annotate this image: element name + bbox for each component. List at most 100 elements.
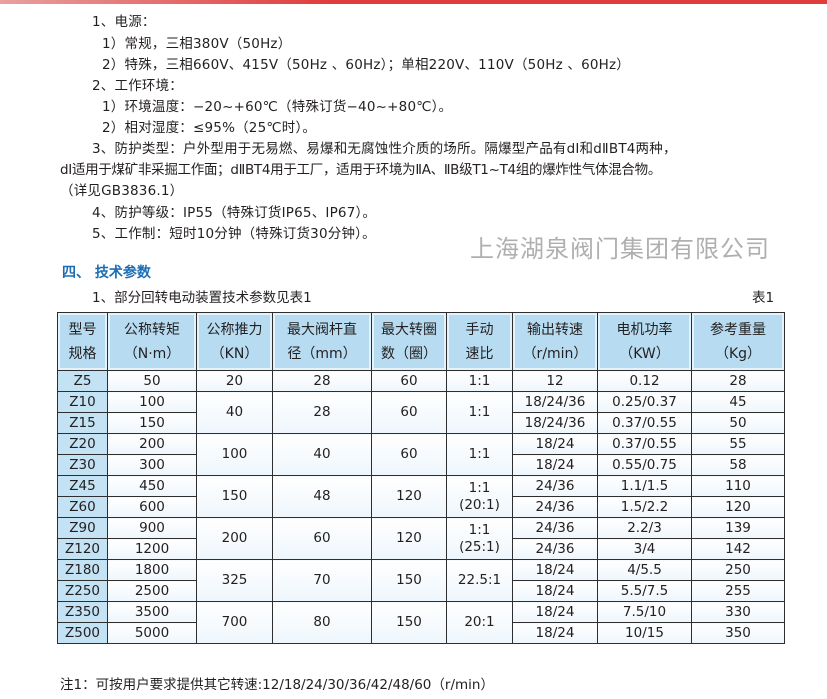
model-cell: Z10 [57,391,108,413]
table-cell: 120 [691,496,785,518]
column-header: 手动 速比 [446,312,513,371]
table-cell: 18/24 [512,433,598,455]
table-row: Z250 2500 18/24 5.5/7.5 255 [57,580,785,602]
table-cell: 24/36 [512,496,598,518]
table-cell: 18/24 [512,454,598,476]
table-cell: 142 [691,538,785,560]
table-cell: 1:1 (20:1) [446,475,513,518]
table-cell: 60 [371,433,447,476]
table-cell: 22.5:1 [446,559,513,602]
table-cell: 28 [272,391,372,434]
top-red-rule [0,0,827,4]
table-cell: 100 [107,391,197,413]
column-header: 最大转圈 数（圈） [371,312,447,371]
table-cell: 18/24/36 [512,412,598,434]
column-header: 参考重量 （Kg） [691,312,785,371]
table-row: Z5 50 20 28 60 1:1 12 0.12 28 [57,370,785,392]
table-cell: 18/24 [512,580,598,602]
spec-line: 1）常规，三相380V（50Hz） [102,36,292,52]
model-cell: Z30 [57,454,108,476]
table-cell: 70 [272,559,372,602]
spec-line: 2、工作环境： [92,78,183,94]
table-cell: 28 [691,370,785,392]
table-cell: 28 [272,370,372,392]
table-cell: 255 [691,580,785,602]
table-cell: 55 [691,433,785,455]
model-cell: Z5 [57,370,108,392]
table-row: Z90 900 200 60 120 1:1 (25:1) 24/36 2.2/3 139 [57,517,785,560]
table-row: Z180 1800 325 70 150 22.5:1 18/24 4/5.5 250 [57,559,785,602]
table-row: Z15 150 18/24/36 0.37/0.55 50 [57,412,785,434]
table-cell: 1.1/1.5 [597,475,692,497]
column-header: 公称推力 （KN） [196,312,273,371]
spec-line: 5、工作制：短时10分钟（特殊订货30分钟）。 [92,226,376,242]
table-cell: 1:1 [446,433,513,476]
table-row: Z500 5000 18/24 10/15 350 [57,622,785,644]
table-cell: 5.5/7.5 [597,580,692,602]
model-cell: Z500 [57,622,108,644]
table-row: Z120 1200 24/36 3/4 142 [57,538,785,560]
table-cell: 4/5.5 [597,559,692,581]
table-cell: 139 [691,517,785,539]
table-cell: 600 [107,496,197,518]
table-cell: 40 [196,391,273,434]
table-cell: 150 [371,559,447,602]
table-cell: 18/24 [512,601,598,623]
table-cell: 10/15 [597,622,692,644]
spec-line: dⅠ适用于煤矿非采掘工作面；dⅡBT4用于工厂，适用于环境为ⅡA、ⅡB级T1~T… [60,162,662,178]
table-cell: 350 [691,622,785,644]
table-cell: 0.12 [597,370,692,392]
table-cell: 300 [107,454,197,476]
table-row: Z10 100 40 28 60 1:1 18/24/36 0.25/0.37 45 [57,391,785,434]
spec-line: 1）环境温度：−20~+60℃（特殊订货−40~+80℃）。 [102,99,453,115]
model-cell: Z250 [57,580,108,602]
table-cell: 24/36 [512,475,598,497]
table-cell: 48 [272,475,372,518]
table-cell: 18/24 [512,559,598,581]
spec-line: 2）特殊，三相660V、415V（50Hz 、60Hz）；单相220V、110V… [102,57,630,73]
column-header: 公称转矩 （N·m） [107,312,197,371]
table-cell: 5000 [107,622,197,644]
table-cell: 150 [371,601,447,644]
watermark: 上海湖泉阀门集团有限公司 [470,235,770,263]
table-cell: 2.2/3 [597,517,692,539]
table-cell: 120 [371,517,447,560]
table-cell: 20:1 [446,601,513,644]
column-header: 最大阀杆直 径（mm） [272,312,372,371]
table-cell: 1800 [107,559,197,581]
table-cell: 3500 [107,601,197,623]
table-cell: 1.5/2.2 [597,496,692,518]
table-cell: 40 [272,433,372,476]
footnote: 注1：可按用户要求提供其它转速:12/18/24/30/36/42/48/60（… [60,677,494,693]
table-header-row: 型号 规格 公称转矩 （N·m） 公称推力 （KN） 最大阀杆直 径（mm） 最大转圈 … [57,312,785,371]
table-cell: 20 [196,370,273,392]
table-cell: 0.37/0.55 [597,433,692,455]
table-cell: 250 [691,559,785,581]
model-cell: Z20 [57,433,108,455]
table-cell: 2500 [107,580,197,602]
model-cell: Z60 [57,496,108,518]
spec-line: 3、防护类型：户外型用于无易燃、易爆和无腐蚀性介质的场所。隔爆型产品有dⅠ和dⅡ… [92,141,677,157]
table-cell: 325 [196,559,273,602]
table-cell: 50 [107,370,197,392]
table-cell: 1:1 [446,370,513,392]
table-cell: 50 [691,412,785,434]
table-cell: 200 [196,517,273,560]
model-cell: Z45 [57,475,108,497]
table-label: 表1 [752,290,775,306]
table-cell: 150 [107,412,197,434]
table-cell: 110 [691,475,785,497]
spec-line: （详见GB3836.1） [60,183,184,199]
table-cell: 24/36 [512,517,598,539]
table-cell: 120 [371,475,447,518]
table-row: Z350 3500 700 80 150 20:1 18/24 7.5/10 330 [57,601,785,644]
table-cell: 18/24/36 [512,391,598,413]
spec-line: 1、电源： [92,14,156,30]
spec-line: 4、防护等级：IP55（特殊订货IP65、IP67）。 [92,205,377,221]
table-cell: 1:1 (25:1) [446,517,513,560]
table-caption: 1、部分回转电动装置技术参数见表1 [92,290,312,306]
table-cell: 330 [691,601,785,623]
table-cell: 450 [107,475,197,497]
table-cell: 150 [196,475,273,518]
table-row: Z60 600 24/36 1.5/2.2 120 [57,496,785,518]
